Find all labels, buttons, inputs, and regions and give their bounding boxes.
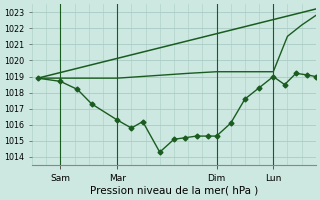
X-axis label: Pression niveau de la mer( hPa ): Pression niveau de la mer( hPa ) <box>90 186 258 196</box>
